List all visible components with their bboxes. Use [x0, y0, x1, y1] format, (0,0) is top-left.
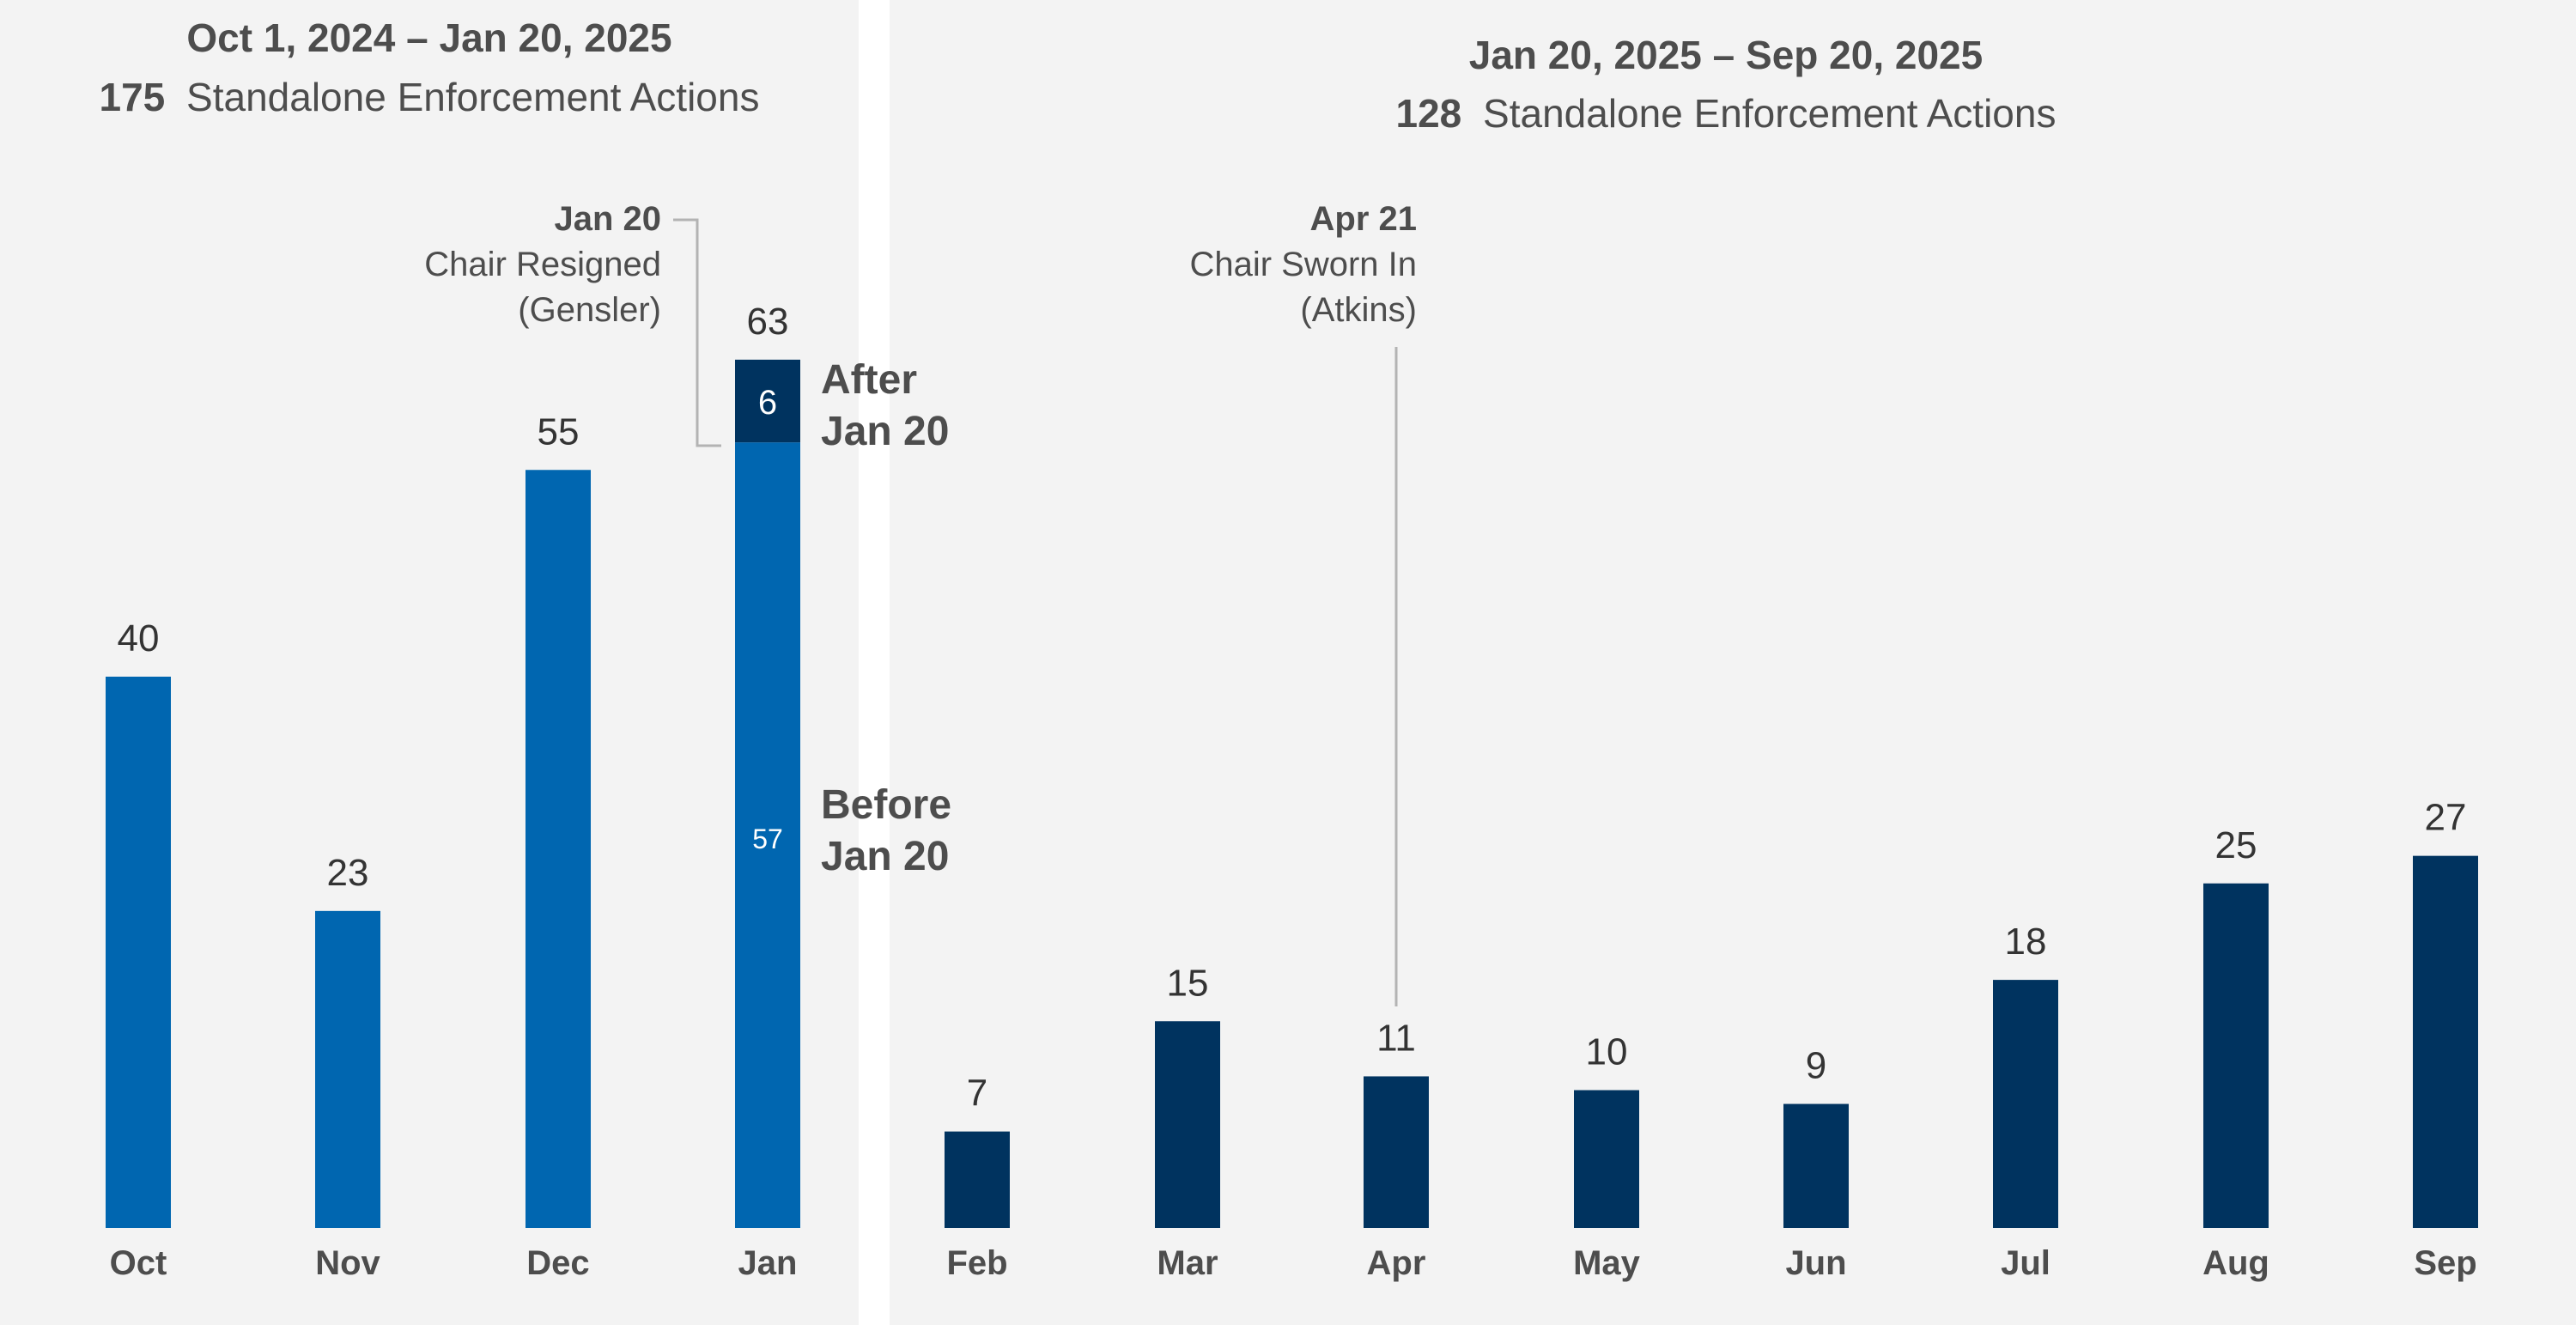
right-panel-date-range: Jan 20, 2025 – Sep 20, 2025 [1469, 33, 1983, 77]
left-panel-count-label: Standalone Enforcement Actions [186, 75, 759, 119]
x-tick-jul: Jul [2001, 1244, 2050, 1282]
bar-apr [1364, 1076, 1429, 1228]
bar-mar [1155, 1021, 1220, 1228]
bar-jan-before [735, 442, 800, 1228]
bar-mar-value: 15 [1167, 962, 1209, 1004]
bar-jan-after [735, 359, 800, 443]
bar-jul [1993, 980, 2058, 1228]
bars-group: 40 Oct 23 Nov 55 Dec 57 6 63 Jan 7 Feb 15 Mar 11 Apr 10 M… [106, 301, 2478, 1282]
after-segment-label: After Jan 20 [821, 357, 949, 454]
bar-nov [315, 910, 380, 1228]
x-tick-may: May [1573, 1244, 1641, 1282]
bar-jun-value: 9 [1806, 1045, 1826, 1087]
before-segment-label: Before Jan 20 [821, 782, 963, 879]
bar-aug [2203, 883, 2269, 1228]
jan-annotation-leader [673, 218, 721, 447]
left-panel-count-line: 175 Standalone Enforcement Actions [100, 75, 760, 119]
bar-sep [2413, 855, 2478, 1228]
right-panel-count-label: Standalone Enforcement Actions [1483, 91, 2056, 136]
bar-jan-before-value: 57 [752, 824, 783, 854]
bar-oct [106, 677, 171, 1228]
period-divider [859, 0, 890, 1325]
bar-dec [526, 470, 591, 1228]
jan-annotation-line2: (Gensler) [518, 291, 661, 329]
apr-annotation-line2: (Atkins) [1300, 291, 1417, 329]
x-tick-apr: Apr [1367, 1244, 1426, 1282]
x-tick-aug: Aug [2202, 1244, 2269, 1282]
jan-annotation-line1: Chair Resigned [424, 246, 661, 283]
bar-oct-value: 40 [118, 617, 160, 659]
bar-feb [945, 1131, 1010, 1228]
bar-nov-value: 23 [327, 852, 369, 894]
bar-sep-value: 27 [2425, 797, 2467, 839]
left-panel-date-range: Oct 1, 2024 – Jan 20, 2025 [186, 15, 671, 60]
bar-may-value: 10 [1586, 1031, 1628, 1073]
right-panel-count: 128 [1396, 91, 1462, 136]
bar-jul-value: 18 [2005, 921, 2047, 963]
x-tick-nov: Nov [315, 1244, 380, 1282]
x-tick-jan: Jan [738, 1244, 798, 1282]
bar-apr-value: 11 [1376, 1017, 1416, 1059]
x-tick-feb: Feb [946, 1244, 1007, 1282]
right-panel-background [890, 0, 2576, 1325]
before-label-line2: Jan 20 [821, 834, 949, 879]
bar-dec-value: 55 [538, 410, 580, 453]
right-panel-count-line: 128 Standalone Enforcement Actions [1396, 91, 2057, 136]
apr-annotation-date: Apr 21 [1310, 200, 1418, 238]
x-tick-oct: Oct [110, 1244, 167, 1282]
after-label-line2: Jan 20 [821, 409, 949, 454]
x-tick-dec: Dec [526, 1244, 589, 1282]
after-label-line1: After [821, 357, 917, 403]
bar-aug-value: 25 [2215, 824, 2257, 866]
before-label-line1: Before [821, 782, 951, 828]
x-tick-sep: Sep [2414, 1244, 2476, 1282]
bar-may [1574, 1090, 1639, 1228]
bar-jan-total-value: 63 [747, 301, 789, 343]
bar-jan-after-value: 6 [758, 384, 777, 422]
jan-annotation-date: Jan 20 [554, 200, 661, 238]
x-tick-mar: Mar [1157, 1244, 1218, 1282]
bar-jun [1783, 1103, 1849, 1228]
x-tick-jun: Jun [1785, 1244, 1846, 1282]
apr-annotation-line1: Chair Sworn In [1189, 246, 1417, 283]
bar-feb-value: 7 [967, 1073, 987, 1115]
left-panel-count: 175 [100, 75, 166, 119]
